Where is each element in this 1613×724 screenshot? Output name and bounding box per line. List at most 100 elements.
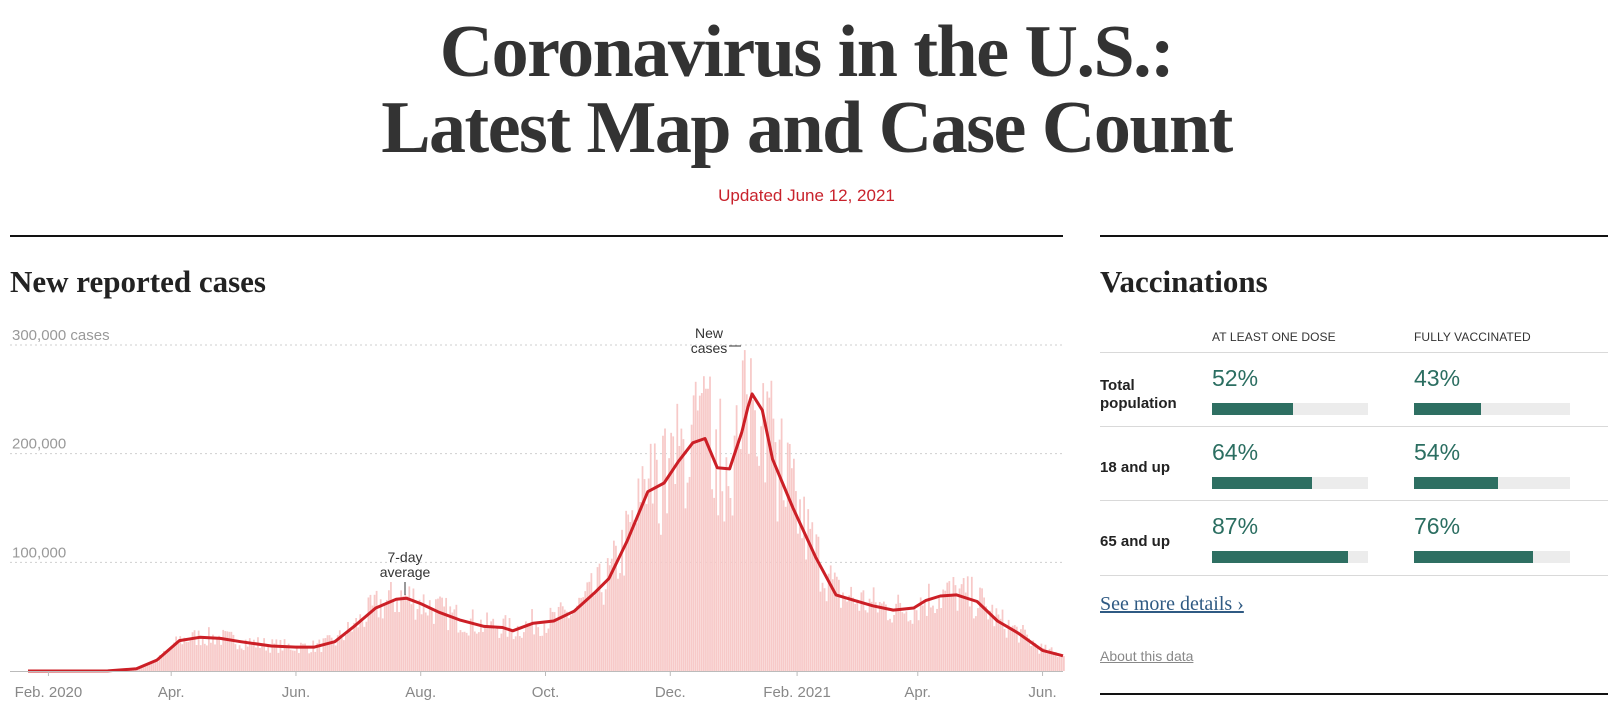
daily-case-bar xyxy=(715,429,718,671)
daily-case-bar xyxy=(338,630,341,671)
daily-case-bar xyxy=(226,631,229,671)
daily-case-bar xyxy=(936,608,938,671)
fully-vaccinated-cell: 76% xyxy=(1414,501,1574,575)
daily-case-bar xyxy=(457,632,460,671)
daily-case-bar xyxy=(322,638,325,671)
daily-case-bar xyxy=(165,651,167,671)
daily-case-bar xyxy=(269,652,272,671)
about-this-data-link[interactable]: About this data xyxy=(1100,648,1194,664)
daily-case-bar xyxy=(1024,629,1026,671)
daily-case-bar xyxy=(1048,648,1051,671)
daily-case-bar xyxy=(930,607,932,671)
daily-case-bar xyxy=(343,640,345,671)
see-more-details-link[interactable]: See more details › xyxy=(1100,593,1244,615)
column-header-one-dose: AT LEAST ONE DOSE xyxy=(1212,330,1336,344)
daily-case-bar xyxy=(1009,626,1012,671)
daily-case-bar xyxy=(179,636,182,671)
daily-case-bar xyxy=(173,642,175,671)
daily-case-bar xyxy=(334,645,337,671)
daily-case-bar xyxy=(973,618,975,671)
daily-case-bar xyxy=(610,558,613,671)
daily-case-bar xyxy=(1018,642,1020,671)
daily-case-bar xyxy=(964,592,967,671)
annotation-avg-line2: average xyxy=(380,564,431,580)
daily-case-bar xyxy=(572,611,574,671)
daily-case-bar xyxy=(312,640,315,671)
daily-case-bar xyxy=(700,393,703,671)
daily-case-bar xyxy=(817,536,820,671)
daily-case-bar xyxy=(653,443,656,671)
daily-case-bar xyxy=(516,625,519,671)
y-tick-label: 300,000 cases xyxy=(12,327,110,344)
daily-case-bar xyxy=(478,632,480,671)
daily-case-bar xyxy=(707,388,709,671)
daily-case-bar xyxy=(246,646,249,671)
daily-case-bar xyxy=(993,626,996,671)
daily-case-bar xyxy=(768,397,771,671)
daily-case-bar xyxy=(420,614,423,671)
daily-case-bar xyxy=(330,637,333,671)
daily-case-bar xyxy=(183,637,186,671)
daily-case-bar xyxy=(907,621,910,671)
daily-case-bar xyxy=(357,627,360,671)
daily-case-bar xyxy=(905,611,908,671)
daily-case-bar xyxy=(1034,642,1037,671)
daily-case-bar xyxy=(586,582,589,671)
daily-case-bar xyxy=(189,640,192,671)
daily-case-bar xyxy=(807,509,810,671)
daily-case-bar xyxy=(582,597,585,671)
daily-case-bar xyxy=(748,453,750,671)
daily-case-bar xyxy=(557,606,560,671)
daily-case-bar xyxy=(263,638,265,671)
daily-case-bar xyxy=(588,581,591,671)
daily-case-bar xyxy=(259,647,261,671)
daily-case-bar xyxy=(678,445,681,671)
daily-case-bar xyxy=(539,635,542,671)
daily-case-bar xyxy=(412,588,415,671)
vaccination-row-total: Total population 52% 43% xyxy=(1100,352,1608,427)
daily-case-bar xyxy=(373,594,376,671)
daily-case-bar xyxy=(545,632,548,671)
daily-case-bar xyxy=(559,602,562,671)
daily-case-bar xyxy=(750,358,752,671)
daily-case-bar xyxy=(999,618,1002,671)
fully-vaccinated-cell: 43% xyxy=(1414,353,1574,427)
fully-vaccinated-bar-track xyxy=(1414,477,1570,489)
daily-case-bar xyxy=(287,643,290,671)
daily-case-bar xyxy=(181,644,184,671)
daily-case-bar xyxy=(778,439,781,671)
daily-case-bar xyxy=(962,578,965,671)
daily-case-bar xyxy=(531,609,533,671)
daily-case-bar xyxy=(743,350,746,671)
title-line-2: Latest Map and Case Count xyxy=(381,87,1233,169)
daily-case-bar xyxy=(660,534,662,671)
daily-case-bar xyxy=(473,631,476,671)
daily-case-bar xyxy=(615,545,617,671)
daily-case-bar xyxy=(880,603,883,671)
daily-case-bar xyxy=(970,576,973,671)
row-label: 65 and up xyxy=(1100,533,1170,551)
daily-case-bar xyxy=(347,622,349,671)
daily-case-bar xyxy=(868,598,871,671)
daily-case-bar xyxy=(475,633,478,671)
seven-day-average-line xyxy=(27,392,1064,673)
daily-case-bar xyxy=(772,418,775,671)
daily-case-bar xyxy=(954,585,957,671)
daily-case-bar xyxy=(815,534,818,671)
daily-case-bar xyxy=(793,458,795,671)
daily-case-bar xyxy=(629,522,632,671)
daily-case-bar xyxy=(621,529,623,671)
cases-section-title: New reported cases xyxy=(10,264,266,299)
daily-case-bar xyxy=(917,620,920,671)
daily-case-bar xyxy=(844,597,846,671)
daily-case-bar xyxy=(977,608,979,671)
daily-case-bar xyxy=(236,649,239,671)
daily-case-bar xyxy=(193,630,196,671)
daily-case-bar xyxy=(435,599,437,671)
daily-case-bar xyxy=(426,615,429,671)
daily-case-bar xyxy=(903,613,906,671)
daily-case-bar xyxy=(833,572,836,671)
daily-case-bar xyxy=(940,608,943,671)
one-dose-percent: 87% xyxy=(1212,513,1259,539)
daily-case-bar xyxy=(883,601,885,671)
